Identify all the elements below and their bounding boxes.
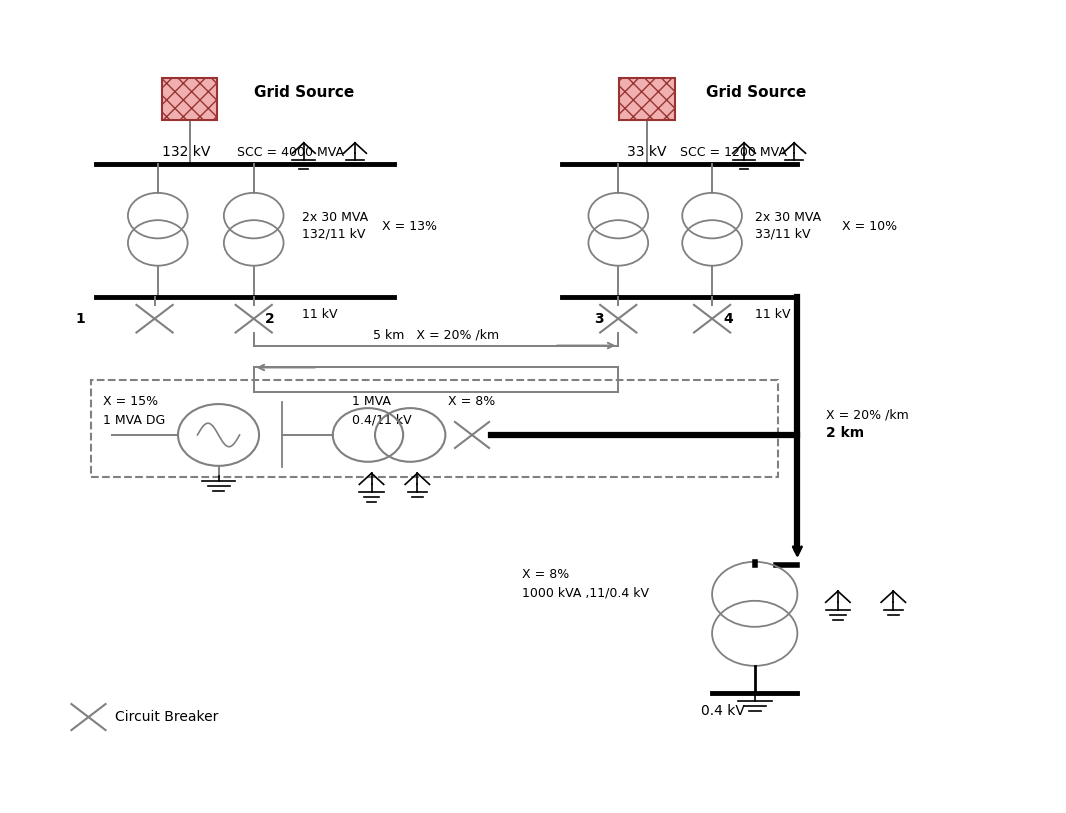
Text: 3: 3 — [594, 311, 604, 326]
Text: Grid Source: Grid Source — [706, 85, 806, 100]
Text: 4: 4 — [723, 311, 733, 326]
Text: 2x 30 MVA: 2x 30 MVA — [755, 211, 821, 224]
Bar — [162, 78, 217, 120]
Text: 33/11 kV: 33/11 kV — [755, 228, 810, 241]
Text: 132 kV: 132 kV — [162, 145, 210, 159]
Text: X = 20% /km: X = 20% /km — [826, 408, 909, 421]
Bar — [619, 78, 675, 120]
Text: 1000 kVA ,11/0.4 kV: 1000 kVA ,11/0.4 kV — [522, 586, 649, 599]
Text: X = 13%: X = 13% — [382, 220, 437, 233]
Text: 1 MVA: 1 MVA — [352, 395, 390, 408]
Text: 2: 2 — [264, 311, 275, 326]
Text: 11 kV: 11 kV — [755, 308, 790, 321]
Text: 1 MVA DG: 1 MVA DG — [103, 414, 165, 427]
Text: X = 8%: X = 8% — [522, 568, 569, 581]
Text: Grid Source: Grid Source — [254, 85, 354, 100]
Text: 1: 1 — [75, 311, 85, 326]
Text: 11 kV: 11 kV — [302, 308, 337, 321]
Text: SCC = 1200 MVA: SCC = 1200 MVA — [680, 146, 787, 159]
Text: 2 km: 2 km — [826, 425, 865, 440]
Text: 0.4 kV: 0.4 kV — [700, 703, 745, 718]
Text: SCC = 4000 MVA: SCC = 4000 MVA — [237, 146, 343, 159]
Text: Circuit Breaker: Circuit Breaker — [115, 710, 219, 724]
Text: 0.4/11 kV: 0.4/11 kV — [352, 414, 411, 427]
Text: X = 15%: X = 15% — [103, 395, 159, 408]
Text: X = 8%: X = 8% — [448, 395, 495, 408]
Text: 2x 30 MVA: 2x 30 MVA — [302, 211, 368, 224]
Text: 132/11 kV: 132/11 kV — [302, 228, 365, 241]
Text: 33 kV: 33 kV — [627, 145, 666, 159]
Text: X = 10%: X = 10% — [842, 220, 898, 233]
Text: 5 km   X = 20% /km: 5 km X = 20% /km — [373, 328, 499, 341]
